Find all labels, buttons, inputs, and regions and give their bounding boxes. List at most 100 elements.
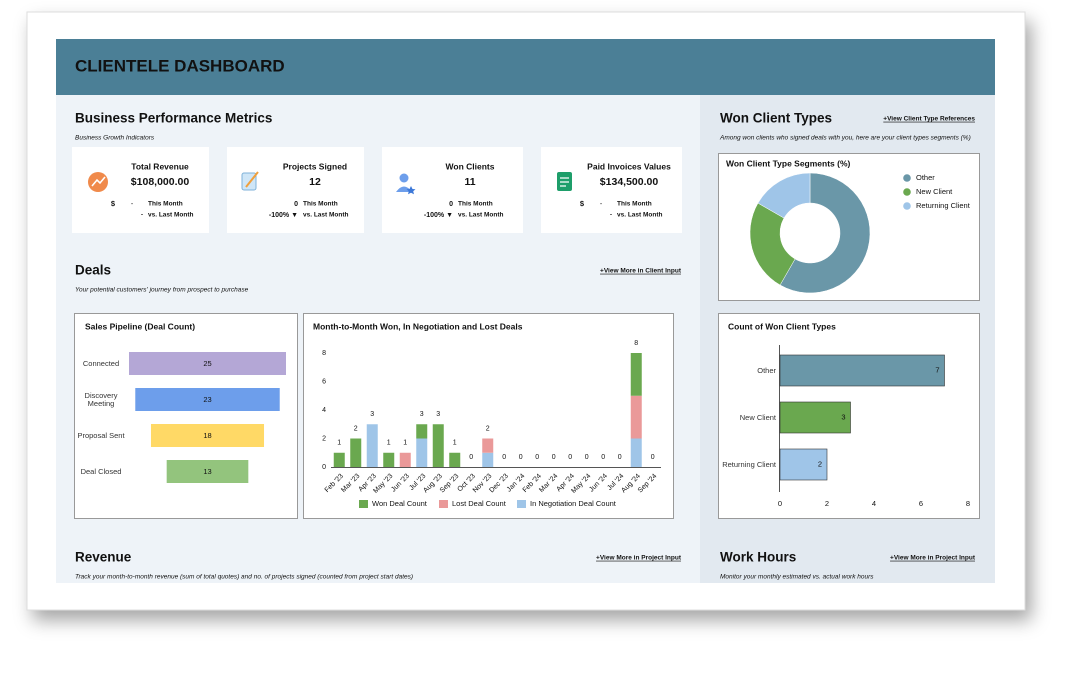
total-label: 0 — [568, 454, 572, 461]
legend-swatch — [359, 500, 368, 508]
y-tick-label: 6 — [322, 378, 326, 385]
x-tick-label: 8 — [966, 499, 970, 508]
category-label: Other — [757, 365, 776, 375]
legend-swatch — [903, 174, 911, 182]
metric-value: $134,500.00 — [600, 176, 659, 188]
legend-label: Returning Client — [916, 201, 971, 210]
bar-segment — [432, 424, 444, 467]
legend-label: New Client — [916, 187, 953, 196]
bar — [779, 401, 851, 434]
section-link[interactable]: +View More in Project Input — [890, 555, 976, 562]
metric-current: $ — [580, 199, 585, 208]
metric-value: 12 — [309, 176, 321, 188]
section-link[interactable]: +View More in Client Input — [600, 268, 682, 275]
donut-slice — [757, 172, 811, 219]
bar-segment — [333, 452, 345, 467]
x-tick-label: 6 — [919, 499, 923, 508]
section-subtitle: Your potential customers' journey from p… — [75, 287, 249, 294]
total-label: 0 — [618, 454, 622, 461]
section-link[interactable]: +View Client Type References — [883, 116, 975, 123]
section-title: Business Performance Metrics — [75, 111, 272, 126]
total-label: 0 — [469, 454, 473, 461]
legend-swatch — [903, 202, 911, 210]
legend-swatch — [903, 188, 911, 196]
total-label: 3 — [420, 411, 424, 418]
bar-segment — [630, 353, 642, 396]
total-label: 0 — [552, 454, 556, 461]
chart-title: Count of Won Client Types — [728, 321, 836, 331]
bar-value-label: 25 — [203, 359, 211, 368]
projects-icon — [241, 172, 257, 191]
section-subtitle: Monitor your monthly estimated vs. actua… — [720, 574, 874, 581]
header-title: CLIENTELE DASHBOARD — [75, 56, 285, 75]
section-link[interactable]: +View More in Project Input — [596, 555, 682, 562]
metric-label: Won Clients — [446, 161, 495, 171]
revenue-icon-arrow — [91, 176, 106, 187]
bar-value-label: 2 — [818, 459, 822, 468]
funnel-bar — [129, 352, 286, 375]
funnel-bar — [150, 424, 265, 447]
y-tick-label: 8 — [322, 350, 326, 357]
legend-label: In Negotiation Deal Count — [530, 499, 617, 508]
legend-label: Won Deal Count — [372, 499, 428, 508]
metric-current: 0 — [294, 201, 298, 208]
metric-current-label: This Month — [303, 201, 338, 208]
total-label: 0 — [519, 454, 523, 461]
metric-current-label: This Month — [458, 201, 493, 208]
metric-current-change: - — [600, 201, 603, 208]
bar-segment — [416, 424, 428, 439]
total-label: 0 — [585, 454, 589, 461]
legend-swatch — [439, 500, 448, 508]
total-label: 1 — [387, 440, 391, 447]
section-title: Work Hours — [720, 550, 796, 565]
bar — [779, 354, 945, 387]
bar-segment — [366, 424, 378, 467]
metric-label: Projects Signed — [283, 161, 347, 171]
metric-value: $108,000.00 — [131, 176, 190, 188]
donut-slice — [779, 172, 871, 294]
chart-box — [303, 313, 674, 519]
metric-label: Paid Invoices Values — [587, 161, 671, 171]
metric-label: Total Revenue — [131, 161, 189, 171]
metric-change: -100% ▼ — [269, 212, 298, 219]
bar-segment — [630, 438, 642, 467]
section-title: Won Client Types — [720, 111, 832, 126]
funnel-bar — [135, 388, 280, 411]
metric-value: 11 — [464, 176, 475, 188]
total-label: 0 — [535, 454, 539, 461]
metric-change-label: vs. Last Month — [458, 212, 504, 219]
metric-change-label: vs. Last Month — [303, 212, 349, 219]
x-tick-label: 4 — [872, 499, 876, 508]
projects-icon-pen — [245, 171, 259, 188]
chart-title: Won Client Type Segments (%) — [726, 158, 851, 168]
bar-segment — [449, 452, 461, 467]
bar-segment — [630, 395, 642, 439]
category-label: Deal Closed — [80, 466, 122, 476]
metric-change-label: vs. Last Month — [148, 212, 194, 219]
clients-icon-star — [406, 186, 416, 195]
category-label: Returning Client — [722, 459, 776, 469]
bar-value-label: 3 — [841, 412, 845, 421]
y-tick-label: 4 — [322, 407, 326, 414]
section-subtitle: Among won clients who signed deals with … — [719, 135, 971, 142]
y-tick-label: 0 — [322, 464, 326, 471]
bar-segment — [416, 438, 428, 467]
chart-title: Sales Pipeline (Deal Count) — [85, 321, 195, 331]
metric-change: -100% ▼ — [424, 212, 453, 219]
total-label: 3 — [370, 411, 374, 418]
section-subtitle: Business Growth Indicators — [75, 135, 155, 142]
total-label: 2 — [354, 425, 358, 432]
dashboard: CLIENTELE DASHBOARD Business Performance … — [56, 39, 995, 583]
metric-current: $ — [111, 199, 116, 208]
total-label: 0 — [601, 454, 605, 461]
total-label: 2 — [486, 425, 490, 432]
chart-title: Month-to-Month Won, In Negotiation and L… — [313, 321, 523, 331]
bar-segment — [350, 438, 362, 467]
bar-segment — [482, 438, 494, 453]
section-subtitle: Track your month-to-month revenue (sum o… — [75, 574, 413, 581]
clients-icon-head — [399, 173, 409, 183]
legend-label: Lost Deal Count — [452, 499, 507, 508]
x-tick-label: 0 — [778, 499, 782, 508]
bar-segment — [399, 452, 411, 467]
